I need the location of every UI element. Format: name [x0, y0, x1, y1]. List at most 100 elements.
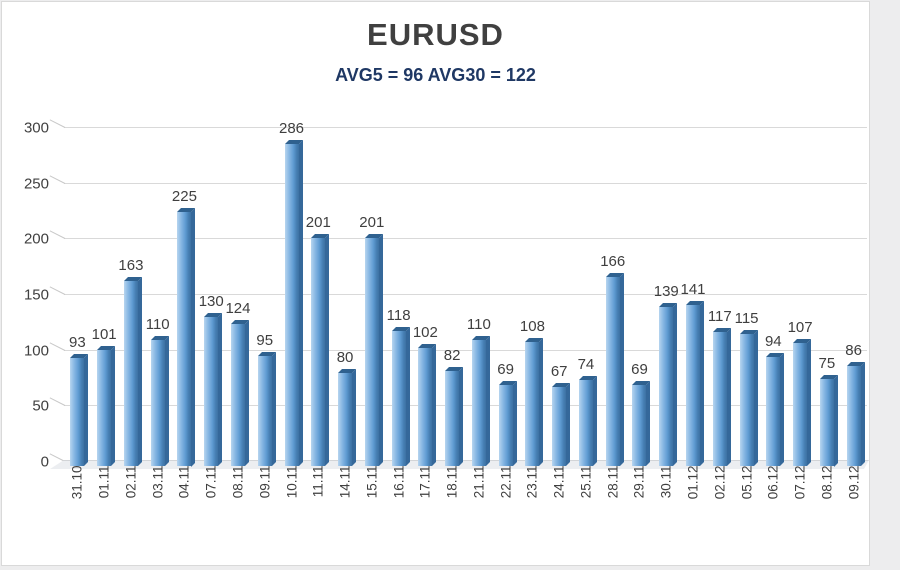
gridline-perspective-tick — [49, 286, 66, 295]
bar — [525, 341, 540, 466]
y-tick-label: 50 — [32, 397, 49, 415]
bar — [97, 349, 112, 466]
x-tick-label: 01.11 — [96, 465, 112, 499]
x-tick-label: 05.12 — [739, 465, 755, 500]
bar-value-label: 166 — [600, 253, 626, 271]
x-tick-label: 11.11 — [310, 465, 326, 498]
bar-value-label: 110 — [145, 315, 170, 333]
bar — [659, 307, 674, 466]
gridline — [49, 397, 867, 407]
bar — [712, 331, 727, 466]
bar-value-label: 118 — [386, 306, 411, 324]
x-tick-label: 21.11 — [471, 465, 487, 499]
x-tick-label: 07.11 — [203, 465, 219, 499]
x-tick-label: 07.12 — [792, 465, 808, 500]
gridline — [49, 119, 867, 128]
bar — [605, 277, 620, 466]
chart-canvas: EURUSD AVG5 = 96 AVG30 = 122 93 101 163 110… — [1, 1, 870, 566]
bar — [578, 379, 593, 466]
x-tick-label: 10.11 — [284, 465, 300, 499]
x-tick-label: 31.10 — [69, 465, 85, 500]
bar-value-label: 139 — [653, 283, 679, 301]
bar — [338, 372, 353, 466]
plot-area: 93 101 163 110 225 130 124 95 286 201 80 201 118 102 8… — [49, 119, 867, 462]
gridline-perspective-tick — [49, 453, 66, 462]
bar-value-label: 69 — [631, 361, 648, 379]
y-axis: 0 50 100 150 200 250 300 — [2, 120, 49, 471]
x-tick-label: 09.12 — [846, 465, 862, 500]
x-tick-label: 24.11 — [551, 465, 567, 499]
bar-value-label: 110 — [466, 315, 491, 333]
x-tick-label: 23.11 — [524, 465, 540, 499]
gridline-perspective-tick — [49, 175, 66, 184]
bar — [123, 280, 138, 466]
bar-value-label: 117 — [707, 307, 732, 325]
x-tick-label: 01.12 — [685, 465, 701, 500]
x-tick-label: 08.12 — [819, 465, 835, 500]
bar-value-label: 94 — [764, 333, 782, 351]
bar — [819, 378, 834, 466]
bar-value-label: 69 — [497, 361, 514, 379]
bar-value-label: 163 — [118, 256, 144, 274]
bar — [445, 370, 460, 466]
bar-value-label: 201 — [305, 214, 331, 232]
x-axis: 31.10 01.11 02.11 03.11 04.11 07.11 08.11 09.11… — [64, 464, 867, 559]
bar-value-label: 95 — [256, 332, 274, 350]
bar-value-label: 124 — [225, 299, 251, 317]
x-tick-label: 28.11 — [605, 465, 621, 499]
bar-value-label: 86 — [845, 342, 862, 360]
bar-value-label: 102 — [412, 324, 438, 342]
gridline-perspective-tick — [49, 230, 66, 240]
gridline-perspective-tick — [49, 397, 66, 407]
gridline — [49, 286, 867, 295]
chart-title: EURUSD — [367, 17, 504, 52]
bar — [311, 238, 326, 466]
bar — [552, 387, 567, 466]
bar-value-label: 107 — [787, 318, 813, 336]
y-tick-label: 100 — [23, 342, 49, 360]
x-tick-label: 30.11 — [658, 465, 674, 499]
x-tick-label: 29.11 — [631, 465, 647, 499]
gridline — [49, 342, 867, 351]
x-tick-label: 03.11 — [150, 465, 166, 499]
bar-value-label: 201 — [359, 214, 385, 232]
bar — [793, 342, 808, 466]
bar — [418, 348, 433, 466]
bar-value-label: 74 — [577, 355, 595, 373]
y-tick-label: 0 — [40, 453, 49, 471]
bar-value-label: 93 — [69, 334, 86, 352]
bar-value-label: 75 — [818, 354, 836, 372]
bar — [70, 358, 85, 466]
bar — [846, 366, 861, 466]
bar — [364, 238, 379, 466]
bar — [686, 305, 701, 466]
x-tick-label: 04.11 — [176, 465, 192, 499]
x-tick-label: 02.11 — [123, 465, 139, 499]
x-tick-label: 15.11 — [364, 465, 380, 499]
bar-value-label: 141 — [680, 281, 706, 299]
bar — [498, 385, 513, 466]
x-tick-label: 08.11 — [230, 465, 246, 499]
bar — [391, 330, 406, 466]
x-tick-label: 14.11 — [337, 465, 353, 499]
bar-value-label: 108 — [519, 317, 545, 335]
x-tick-label: 02.12 — [712, 465, 728, 500]
x-tick-label: 09.11 — [257, 465, 273, 499]
bar-value-label: 82 — [443, 346, 461, 364]
bar-value-label: 67 — [550, 363, 568, 381]
bar-value-label: 225 — [171, 187, 197, 205]
bar — [150, 339, 165, 466]
gridline — [49, 230, 867, 240]
x-tick-label: 16.11 — [391, 465, 407, 499]
y-tick-label: 300 — [23, 119, 49, 137]
x-tick-label: 06.12 — [765, 465, 781, 500]
bar — [204, 317, 219, 466]
x-tick-label: 17.11 — [417, 465, 433, 499]
bar-value-label: 286 — [279, 119, 305, 137]
x-tick-label: 18.11 — [444, 465, 460, 499]
bar — [632, 385, 647, 466]
bar-value-label: 101 — [91, 325, 117, 343]
bar — [177, 211, 192, 466]
gridline — [49, 175, 867, 184]
